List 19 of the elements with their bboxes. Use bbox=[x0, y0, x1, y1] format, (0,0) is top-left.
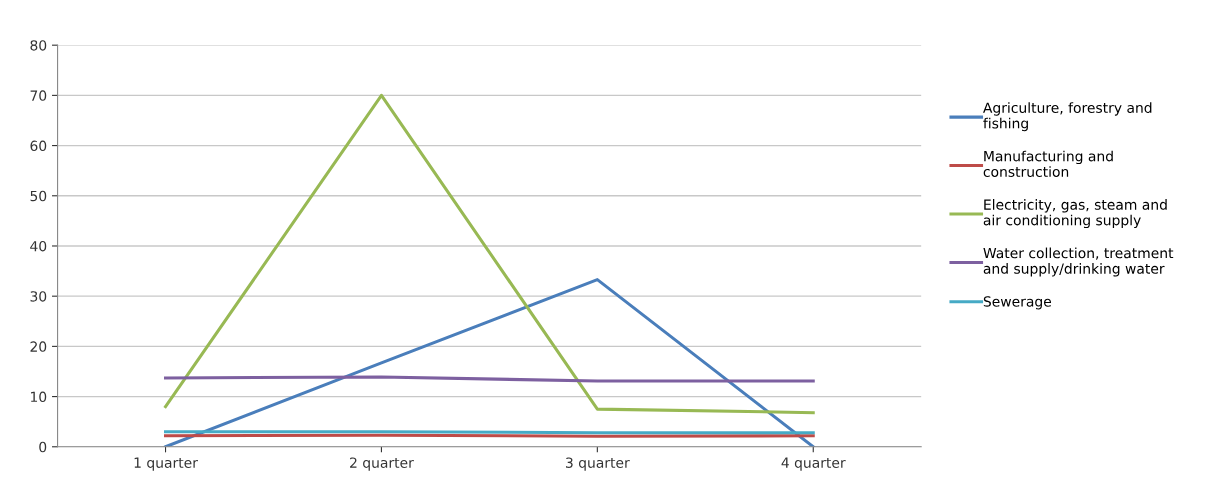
y-tick-label: 70 bbox=[30, 90, 47, 101]
y-tick-label: 20 bbox=[30, 341, 47, 352]
y-tick-label: 80 bbox=[30, 40, 47, 51]
y-tick-label: 50 bbox=[30, 190, 47, 202]
y-tick-label: 30 bbox=[30, 291, 47, 302]
legend-label: Manufacturing and construction bbox=[983, 150, 1113, 177]
line-series bbox=[164, 93, 815, 415]
x-tick-label: 2 quarter bbox=[350, 457, 414, 471]
x-tick-label: 3 quarter bbox=[566, 457, 630, 471]
legend-label: Agriculture, forestry and fishing bbox=[983, 102, 1152, 132]
x-tick-label: 1 quarter bbox=[134, 457, 198, 471]
y-tick-label: 60 bbox=[30, 140, 47, 152]
y-tick-label: 10 bbox=[31, 391, 47, 403]
legend-label: Electricity, gas, steam and air conditioning supply bbox=[983, 199, 1167, 229]
y-tick-label: 0 bbox=[39, 441, 47, 453]
y-tick-label: 40 bbox=[30, 240, 47, 252]
legend-label: Sewerage bbox=[983, 296, 1052, 310]
x-tick-label: 4 quarter bbox=[781, 457, 846, 471]
legend-label: Water collection, treatment and supply/drinking water bbox=[983, 247, 1174, 277]
